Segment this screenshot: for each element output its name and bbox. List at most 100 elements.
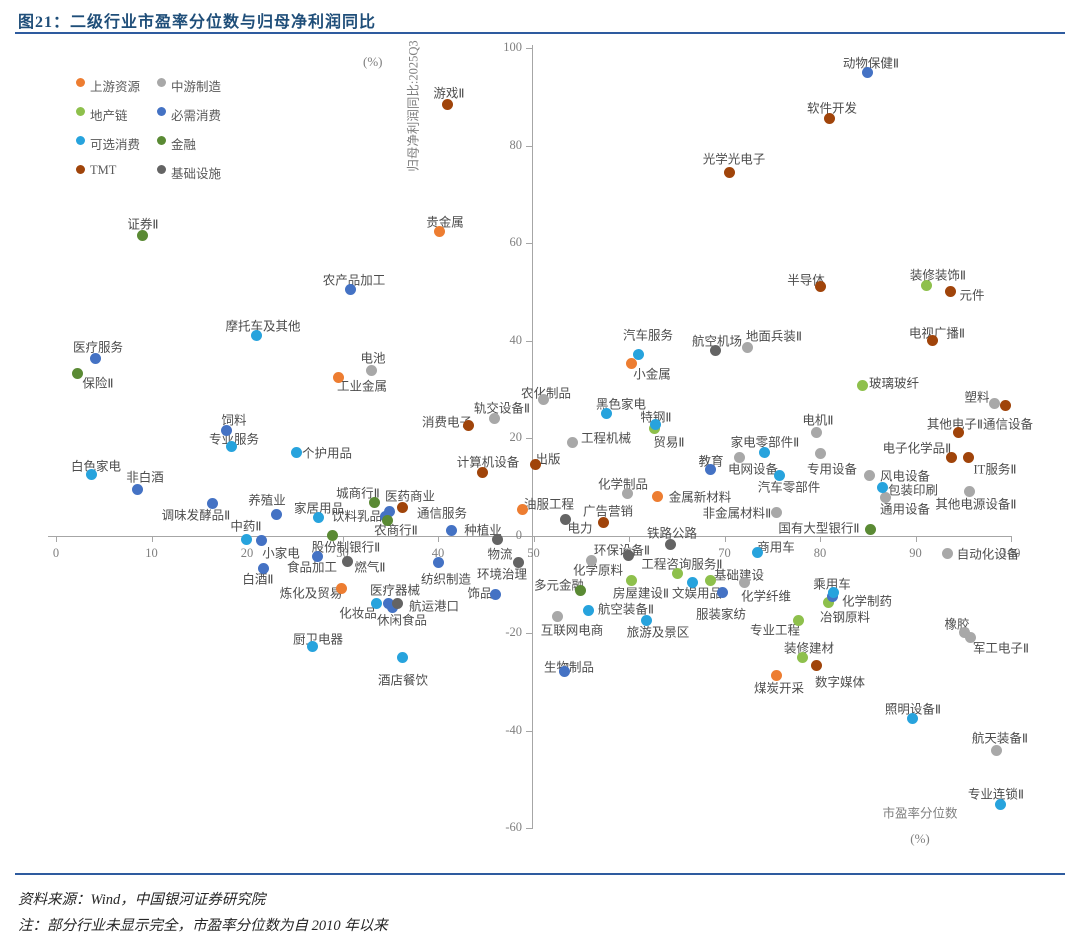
x-axis-tick [533, 537, 535, 542]
point-label: 家居用品 [293, 501, 345, 516]
scatter-point [365, 364, 377, 376]
scatter-point [710, 344, 722, 356]
scatter-point [864, 469, 876, 481]
point-label: 化学制品 [597, 477, 649, 492]
y-axis-tick-label: 40 [509, 332, 523, 347]
point-label: 专业工程 [749, 623, 801, 638]
point-label: IT服务Ⅱ [973, 462, 1017, 477]
scatter-point [815, 447, 827, 459]
point-label: 小金属 [633, 367, 671, 382]
point-label: 冶钢原料 [819, 610, 871, 625]
y-axis-tick-label: -40 [505, 722, 522, 737]
scatter-point [827, 586, 839, 598]
scatter-point [368, 497, 380, 509]
point-label: 国有大型银行Ⅱ [778, 521, 860, 536]
point-label: 军工电子Ⅱ [972, 641, 1030, 656]
scatter-point [344, 284, 356, 296]
point-label: 电机Ⅱ [802, 413, 834, 428]
point-label: 塑料 [964, 390, 990, 405]
scatter-point [383, 505, 395, 517]
point-label: 专用设备 [806, 462, 858, 477]
point-label: 出版 [535, 452, 561, 467]
legend-label: 上游资源 [90, 80, 141, 94]
legend-label: 地产链 [90, 109, 128, 123]
scatter-point [991, 744, 1003, 756]
scatter-point [491, 534, 503, 546]
y-axis-tick [526, 438, 532, 439]
scatter-point [876, 481, 888, 493]
y-axis-tick-label: 80 [509, 137, 523, 152]
scatter-point [251, 329, 263, 341]
scatter-point [965, 632, 977, 644]
scatter-point [551, 611, 563, 623]
scatter-point [445, 524, 457, 536]
point-label: 股份制银行Ⅱ [311, 540, 381, 555]
title-divider [15, 32, 1065, 34]
x-axis-tick [724, 537, 726, 542]
point-label: 汽车服务 [622, 328, 674, 343]
scatter-point [512, 557, 524, 569]
scatter-point [574, 584, 586, 596]
point-label: 物流 [487, 547, 513, 562]
x-axis-tick [342, 537, 344, 542]
point-label: 商用车 [757, 540, 795, 555]
scatter-point [823, 597, 835, 609]
source-note: 资料来源：Wind，中国银河证券研究院 [18, 892, 266, 908]
x-axis-title: 市盈率分位数 [882, 806, 958, 821]
point-label: 贵金属 [426, 215, 464, 230]
scatter-point [734, 452, 746, 464]
point-label: 专业服务 [208, 432, 260, 447]
scatter-point [386, 601, 398, 613]
point-label: 饰品 [467, 586, 493, 601]
point-label: 游戏Ⅱ [433, 86, 465, 101]
scatter-point [774, 469, 786, 481]
point-label: 基础建设 [713, 568, 765, 583]
point-label: 燃气Ⅱ [354, 560, 386, 575]
scatter-point [686, 577, 698, 589]
scatter-point [600, 407, 612, 419]
scatter-point [89, 352, 101, 364]
point-label: 环境治理 [476, 567, 528, 582]
point-label: 互联网电商 [540, 623, 604, 638]
point-label: 电力 [567, 521, 593, 536]
point-label: 照明设备Ⅱ [884, 702, 942, 717]
scatter-point [271, 508, 283, 520]
scatter-point [952, 426, 964, 438]
point-label: 汽车零部件 [757, 480, 821, 495]
scatter-point [999, 400, 1011, 412]
point-label: 通用设备 [879, 502, 931, 517]
scatter-point [371, 598, 383, 610]
y-axis-tick-label: -60 [505, 820, 522, 834]
y-axis-tick [526, 243, 532, 244]
point-label: 动物保健Ⅱ [842, 56, 900, 71]
scatter-point [226, 441, 238, 453]
legend-swatch-icon [157, 107, 166, 116]
legend-label: 可选消费 [90, 138, 141, 152]
x-axis-tick [56, 537, 57, 542]
x-axis-tick-label: 20 [240, 546, 254, 560]
point-label: 多元金融 [533, 578, 585, 593]
scatter-point [962, 451, 974, 463]
point-label: 电子化学品Ⅱ [882, 441, 952, 456]
x-axis-tick-label: 100 [1001, 546, 1021, 560]
x-axis-unit: (%) [910, 831, 930, 846]
scatter-point [307, 640, 319, 652]
scatter-point [752, 546, 764, 558]
x-axis-line [48, 536, 1012, 537]
point-label: 航运港口 [408, 599, 460, 614]
x-axis-tick-label: 0 [52, 546, 60, 560]
scatter-point [622, 549, 634, 561]
point-label: 装修建材 [783, 641, 835, 656]
point-label: 通信设备 [982, 417, 1034, 432]
scatter-point [397, 501, 409, 513]
point-label: 白酒Ⅱ [242, 572, 274, 587]
point-label: 房屋建设Ⅱ [612, 586, 670, 601]
scatter-point [626, 358, 638, 370]
scatter-point [739, 577, 751, 589]
scatter-point [583, 604, 595, 616]
scatter-point [255, 535, 267, 547]
point-label: 保险Ⅱ [82, 376, 114, 391]
legend-swatch-icon [76, 107, 85, 116]
scatter-point [291, 446, 303, 458]
y-axis-tick [526, 828, 532, 829]
